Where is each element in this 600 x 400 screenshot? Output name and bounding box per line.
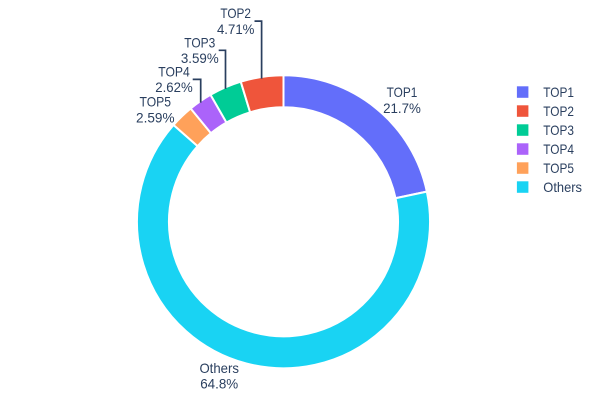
- svg-text:TOP4: TOP4: [543, 142, 574, 157]
- svg-text:Others: Others: [199, 361, 239, 376]
- svg-text:TOP3: TOP3: [184, 35, 215, 50]
- svg-text:TOP1: TOP1: [387, 85, 418, 100]
- svg-text:TOP5: TOP5: [543, 161, 574, 176]
- svg-text:TOP3: TOP3: [543, 123, 574, 138]
- svg-text:TOP1: TOP1: [543, 85, 574, 100]
- svg-text:Others: Others: [543, 180, 582, 195]
- svg-text:4.71%: 4.71%: [217, 22, 255, 37]
- svg-text:TOP5: TOP5: [140, 95, 172, 110]
- svg-text:64.8%: 64.8%: [200, 376, 238, 391]
- svg-text:3.59%: 3.59%: [181, 51, 219, 66]
- svg-text:TOP4: TOP4: [158, 65, 190, 80]
- svg-text:TOP2: TOP2: [543, 104, 574, 119]
- svg-text:2.59%: 2.59%: [136, 110, 175, 125]
- svg-text:21.7%: 21.7%: [383, 101, 421, 116]
- svg-text:2.62%: 2.62%: [155, 80, 192, 95]
- svg-text:TOP2: TOP2: [220, 6, 251, 21]
